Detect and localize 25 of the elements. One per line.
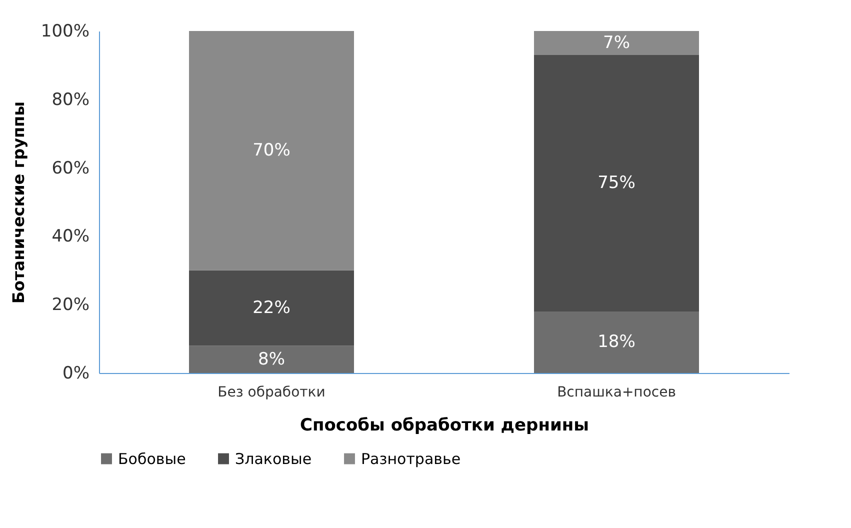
bar bbox=[189, 346, 354, 373]
y-tick-label: 20% bbox=[52, 295, 90, 316]
bar bbox=[189, 31, 354, 270]
bar bbox=[534, 311, 699, 373]
data-label: 70% bbox=[252, 140, 290, 161]
y-axis-title: Ботанические группы bbox=[8, 101, 28, 304]
legend-label: Разнотравье bbox=[361, 450, 461, 468]
y-tick-label: 100% bbox=[40, 22, 90, 42]
x-tick-label: Без обработки bbox=[218, 384, 326, 400]
data-label: 75% bbox=[598, 173, 636, 194]
y-tick-label: 40% bbox=[52, 226, 90, 247]
y-tick-label: 80% bbox=[52, 90, 90, 110]
legend-label: Злаковые bbox=[235, 450, 312, 468]
data-label: 22% bbox=[252, 298, 290, 318]
x-tick-label: Вспашка+посев bbox=[557, 384, 676, 400]
y-tick-label: 60% bbox=[52, 158, 90, 178]
bar bbox=[534, 31, 699, 55]
y-tick-label: 0% bbox=[62, 364, 90, 384]
data-label: 7% bbox=[603, 32, 630, 53]
data-label: 18% bbox=[598, 332, 636, 352]
legend-label: Бобовые bbox=[118, 450, 186, 468]
bar bbox=[189, 270, 354, 346]
data-label: 8% bbox=[258, 349, 285, 370]
x-axis-title: Способы обработки дернины bbox=[300, 416, 589, 436]
bar bbox=[534, 54, 699, 312]
